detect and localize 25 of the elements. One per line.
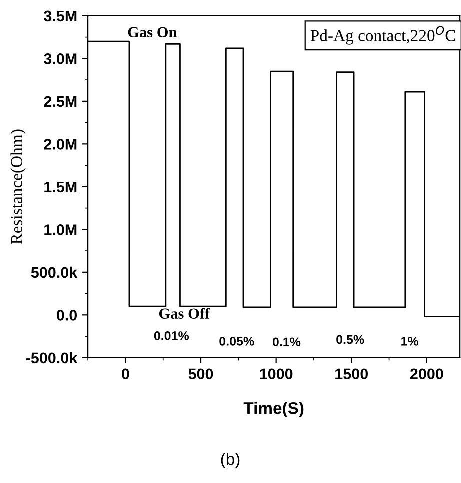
- y-tick-label: 0.0: [57, 310, 78, 321]
- x-tick-label: 1500: [336, 368, 368, 380]
- annotation: 0.5%: [336, 335, 364, 344]
- annotation: Pd-Ag contact,220$^{O}$C: [310, 26, 456, 45]
- y-tick-label: 1.0M: [44, 224, 77, 236]
- y-tick-label: 2.5M: [44, 96, 77, 108]
- x-axis-title: Time(S): [244, 402, 304, 418]
- text: (b): [221, 452, 240, 468]
- y-tick-label: 2.0M: [44, 139, 77, 150]
- annotation: Gas On: [128, 27, 178, 38]
- x-tick-label: 500: [188, 368, 214, 380]
- y-tick-label: 3.5M: [44, 10, 77, 22]
- annotation: 1%: [402, 337, 419, 346]
- y-tick-label: 1.5M: [44, 182, 77, 193]
- annotation: Gas Off: [159, 308, 210, 319]
- y-axis-title: Resistance(Ohm): [10, 130, 26, 244]
- x-tick-label: 0: [122, 368, 130, 380]
- annotation: 0.01%: [154, 332, 190, 340]
- annotation: 0.1%: [272, 338, 301, 347]
- x-tick-label: 2000: [410, 368, 444, 380]
- annotation: 0.05%: [220, 337, 254, 346]
- x-tick-label: 1000: [260, 368, 293, 380]
- y-tick-label: 3.0M: [44, 54, 77, 64]
- y-tick-label: -500.0k: [26, 352, 78, 364]
- y-tick-label: 500.0k: [31, 266, 78, 278]
